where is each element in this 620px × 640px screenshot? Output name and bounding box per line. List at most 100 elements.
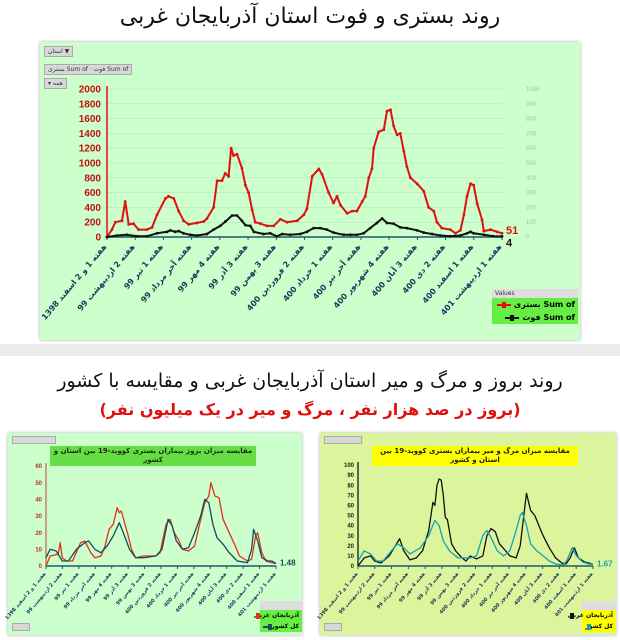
- data-point: [362, 231, 365, 235]
- legend-label: کل کشور: [585, 623, 613, 630]
- province-filter-button[interactable]: ▼ استان: [44, 46, 74, 57]
- y-tick-label: 40: [35, 497, 42, 503]
- legend-label: آذربایجان غربی: [253, 612, 299, 619]
- data-point: [385, 221, 389, 225]
- field-buttons: Sum of فوت · Sum of بستری: [44, 64, 133, 75]
- data-point: [348, 233, 352, 237]
- data-point: [367, 176, 371, 180]
- data-point: [265, 224, 269, 228]
- field-hosp-button[interactable]: Sum of بستری: [48, 66, 88, 73]
- data-point: [223, 171, 227, 175]
- incidence-chart-panel: مقایسه میزان بروز بیماران بستری کووید-19…: [8, 433, 302, 635]
- data-point: [205, 232, 209, 236]
- y-tick-label: 10: [347, 554, 354, 560]
- data-point: [224, 220, 227, 223]
- data-point: [280, 232, 284, 236]
- data-point: [385, 109, 389, 113]
- data-point: [272, 224, 276, 228]
- y-tick-label: 0: [39, 564, 43, 570]
- y-tick-label: 1400: [79, 129, 102, 140]
- data-point: [250, 208, 254, 212]
- data-point: [145, 234, 149, 238]
- data-point: [472, 183, 476, 187]
- y-tick-label: 1000: [79, 159, 102, 170]
- data-point: [448, 228, 452, 232]
- data-point: [125, 233, 129, 237]
- data-point: [435, 220, 439, 224]
- y-right-tick-label: 700: [526, 131, 537, 137]
- filter-button[interactable]: [12, 623, 30, 631]
- data-point: [288, 233, 292, 237]
- week-filter-button[interactable]: همه ▾: [44, 78, 67, 89]
- data-point: [327, 191, 331, 195]
- mortality-chart-panel: مقایسه میزان مرگ و میر بیماران بستری کوو…: [320, 433, 616, 635]
- y-tick-label: 60: [35, 464, 42, 470]
- legend-item-country: کل کشور: [260, 621, 302, 632]
- data-point: [182, 219, 185, 223]
- y-tick-label: 1800: [79, 99, 102, 110]
- y-tick-label: 40: [347, 524, 354, 530]
- data-point: [227, 174, 231, 178]
- data-point: [177, 229, 181, 233]
- data-point: [195, 234, 199, 237]
- y-tick-label: 20: [347, 544, 354, 550]
- data-point: [275, 234, 279, 238]
- data-point: [295, 219, 299, 223]
- legend-line-icon: [496, 301, 511, 308]
- data-point: [377, 130, 381, 134]
- y-right-tick-label: 500: [526, 161, 537, 167]
- data-point: [495, 230, 499, 234]
- x-tick-label: هفته آخر مرداد 99: [138, 242, 193, 305]
- x-tick-label: هفته آخر تیر 400: [310, 242, 362, 302]
- x-tick-label: هفته 1 اسفند 400: [421, 242, 476, 305]
- data-point: [145, 228, 149, 232]
- data-point: [372, 146, 376, 150]
- end-value-label: 1.48: [280, 559, 296, 568]
- data-point: [363, 194, 367, 198]
- data-point: [137, 228, 140, 232]
- y-tick-label: 800: [84, 173, 101, 184]
- data-point: [480, 218, 484, 222]
- series-line-0: [45, 482, 277, 567]
- data-point: [489, 228, 492, 232]
- series-line-1: [357, 511, 594, 566]
- legend-line-icon: [505, 314, 520, 321]
- data-point: [392, 222, 396, 226]
- data-point: [398, 225, 402, 229]
- data-point: [252, 230, 256, 234]
- data-point: [459, 234, 462, 237]
- data-point: [342, 233, 346, 237]
- data-point: [317, 167, 321, 171]
- data-point: [492, 234, 496, 238]
- data-point: [454, 231, 457, 235]
- data-point: [439, 234, 442, 237]
- field-button[interactable]: [12, 436, 56, 444]
- data-point: [339, 203, 342, 207]
- legend-label: آذربایجان غربی: [567, 612, 613, 619]
- data-point: [405, 226, 409, 230]
- y-tick-label: 70: [347, 493, 354, 499]
- data-point: [298, 232, 302, 236]
- data-point: [172, 197, 176, 200]
- data-point: [187, 223, 191, 226]
- legend-line-icon: [263, 623, 273, 630]
- data-point: [482, 233, 486, 237]
- y-tick-label: 100: [344, 463, 355, 469]
- legend-header: [260, 601, 302, 610]
- field-button[interactable]: [324, 436, 362, 444]
- y-tick-label: 0: [95, 233, 101, 244]
- data-point: [370, 167, 374, 171]
- data-point: [259, 222, 262, 226]
- series-line-0: [106, 108, 503, 238]
- y-tick-label: 1200: [79, 144, 102, 155]
- filter-button[interactable]: [324, 623, 342, 631]
- data-point: [230, 214, 234, 217]
- data-point: [392, 124, 396, 128]
- data-point: [212, 206, 216, 209]
- data-point: [285, 220, 289, 224]
- field-deaths-button[interactable]: Sum of فوت: [93, 66, 129, 73]
- data-point: [244, 183, 247, 187]
- data-point: [240, 219, 244, 223]
